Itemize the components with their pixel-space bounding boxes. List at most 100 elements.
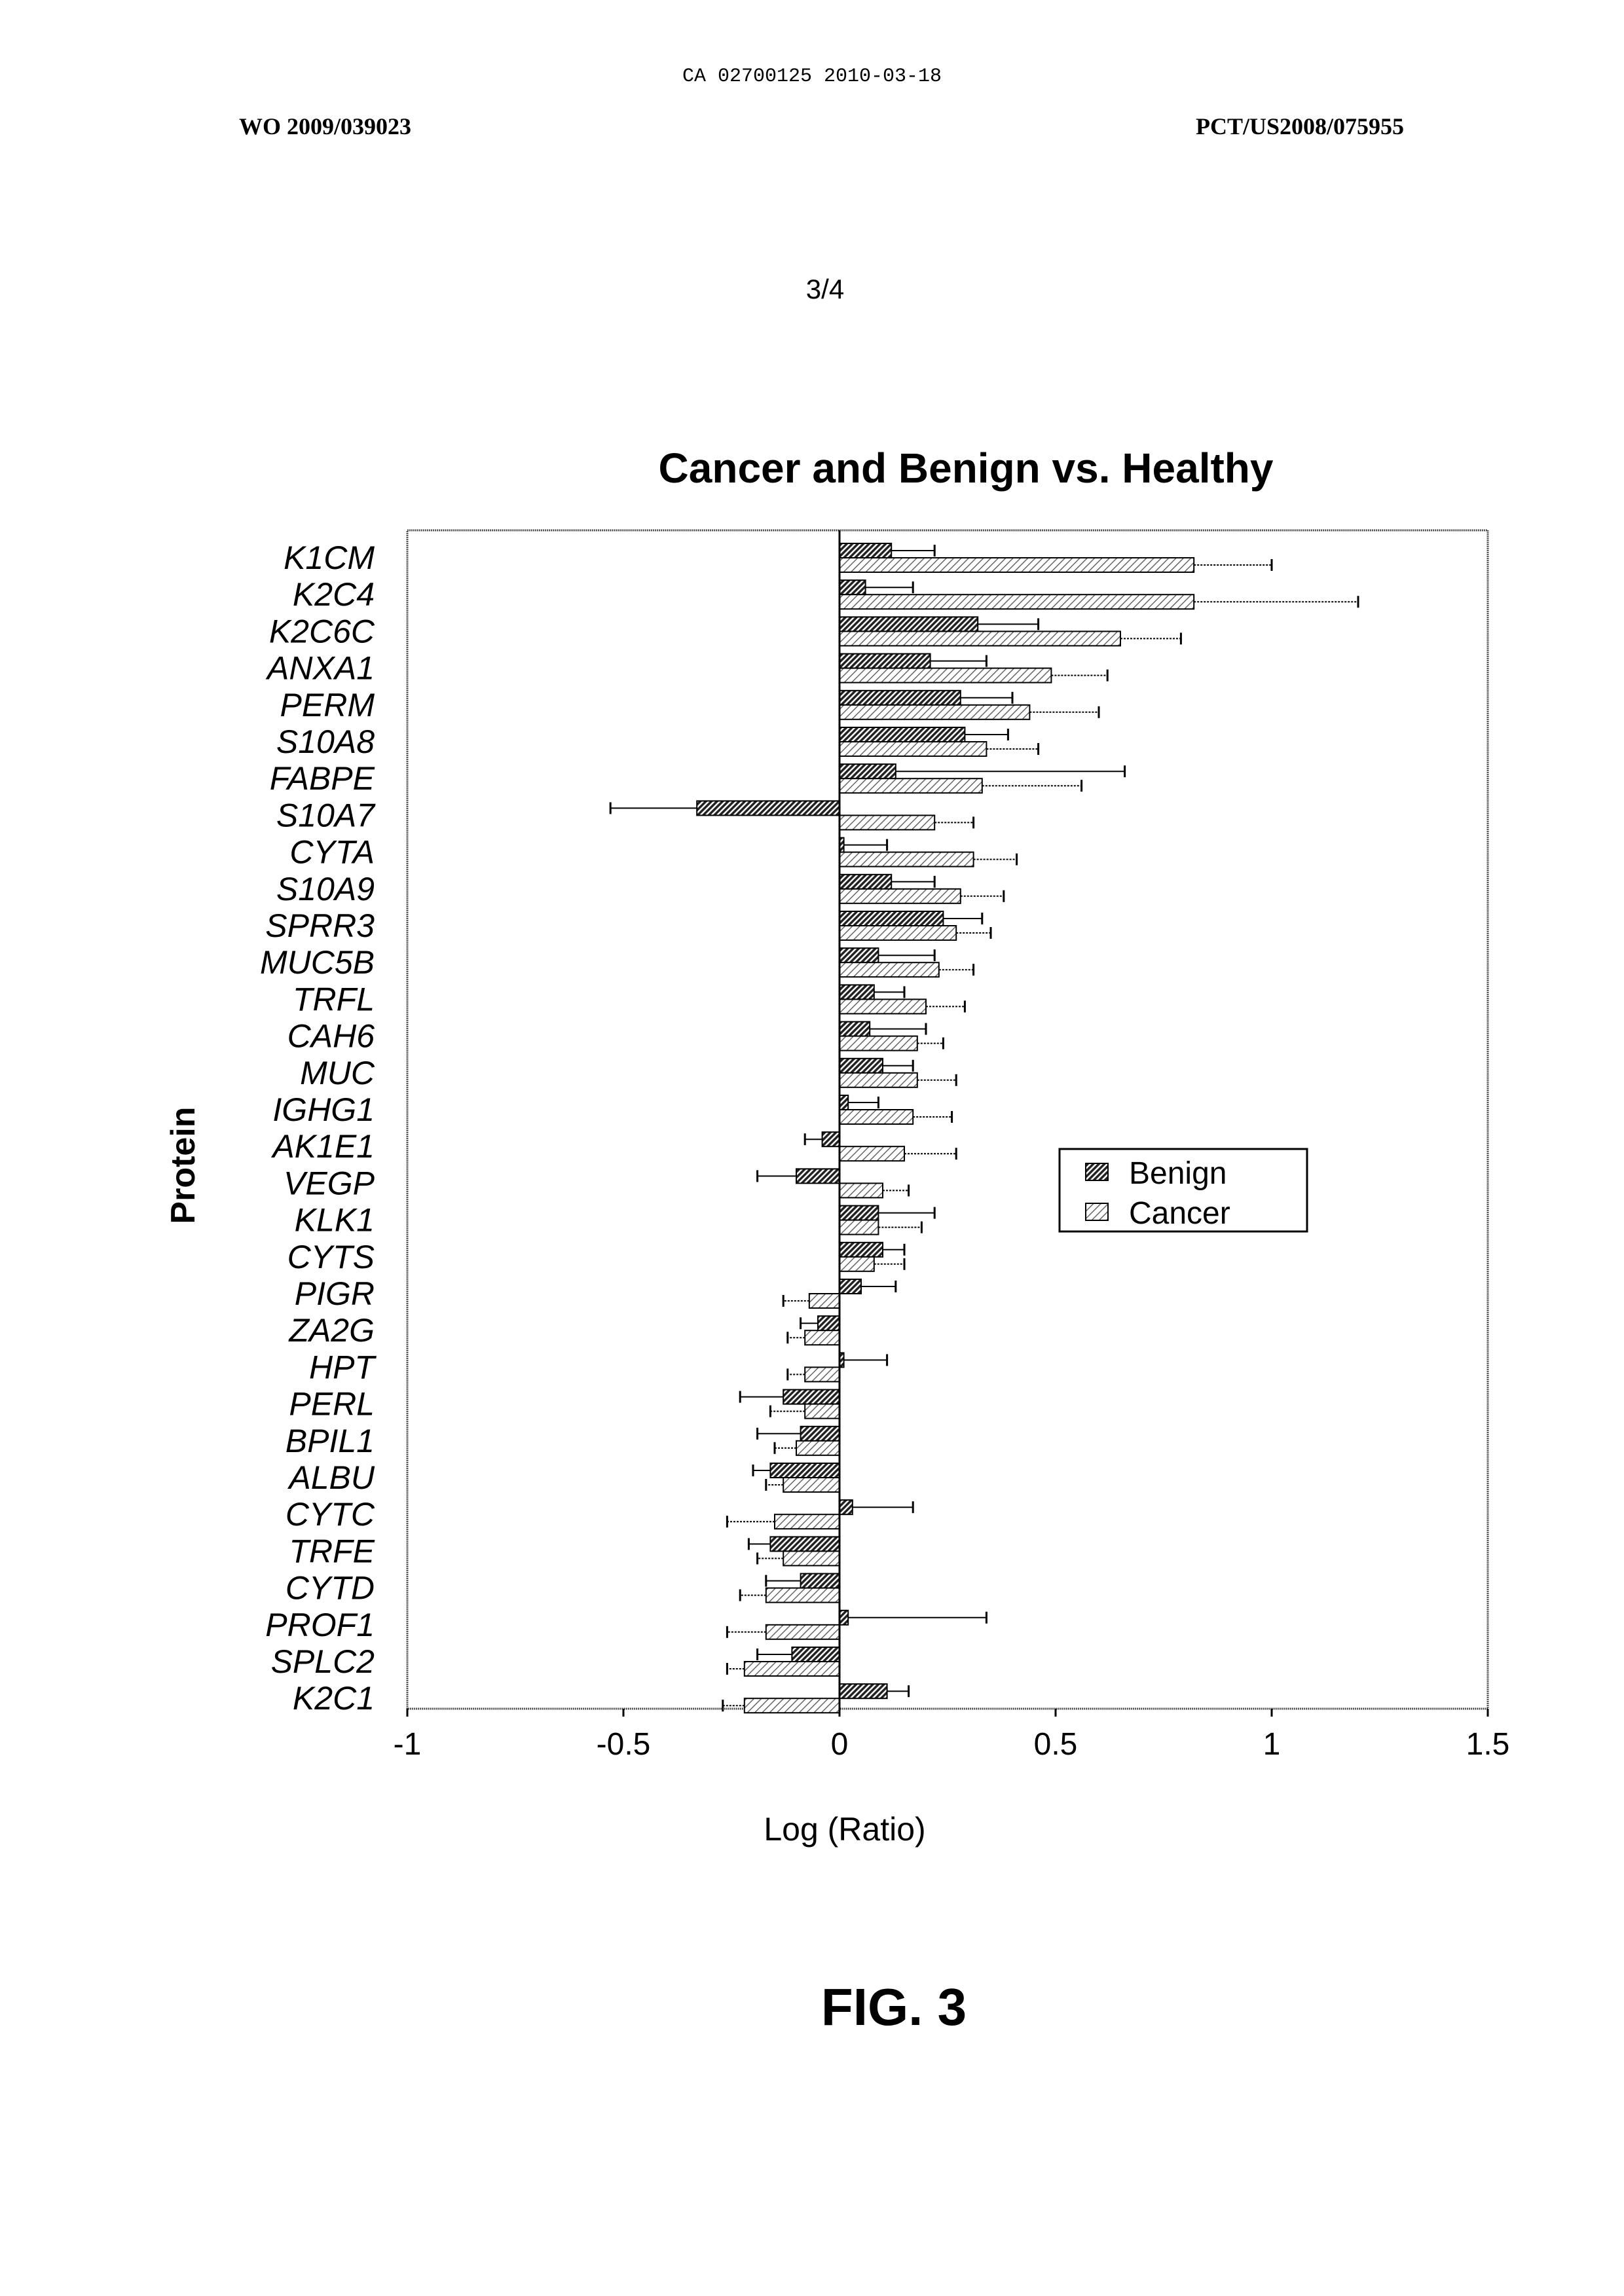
bar-benign (840, 1279, 861, 1294)
bar-cancer (840, 1257, 874, 1271)
x-tick-label: -0.5 (597, 1727, 651, 1762)
category-label: AK1E1 (270, 1128, 375, 1165)
category-label: IGHG1 (272, 1091, 375, 1128)
category-label: S10A7 (276, 797, 376, 833)
bar-benign (840, 1022, 870, 1036)
category-label: VEGP (284, 1165, 375, 1201)
bar-benign (840, 654, 931, 668)
bar-benign (801, 1427, 840, 1441)
bar-benign (840, 1206, 878, 1220)
bar-cancer (840, 1220, 878, 1235)
bar-benign (840, 617, 978, 631)
bar-benign (840, 985, 874, 999)
bar-cancer (840, 558, 1194, 572)
category-label: SPRR3 (265, 907, 375, 944)
category-label: K2C1 (293, 1680, 375, 1717)
bar-benign (783, 1390, 840, 1404)
category-label: S10A8 (276, 723, 375, 760)
bar-benign (840, 875, 891, 889)
bar-cancer (840, 668, 1051, 683)
category-label: PROF1 (265, 1607, 375, 1643)
bar-cancer (840, 594, 1194, 609)
bar-cancer (805, 1404, 840, 1419)
legend-label-cancer: Cancer (1129, 1196, 1230, 1231)
category-label: CAH6 (287, 1018, 375, 1055)
x-tick-label: 0 (831, 1727, 849, 1762)
bar-benign (840, 543, 891, 558)
bar-benign (840, 1243, 883, 1257)
chart-legend: Benign Cancer (1060, 1149, 1307, 1231)
category-label: K2C4 (293, 576, 375, 613)
bar-benign (818, 1316, 840, 1330)
category-label: ZA2G (288, 1312, 375, 1349)
category-label: BPIL1 (286, 1423, 375, 1459)
bar-cancer (796, 1441, 840, 1455)
bar-benign (697, 801, 840, 815)
bar-benign (840, 1500, 853, 1514)
x-tick-label: 1.5 (1466, 1727, 1510, 1762)
bar-cancer (745, 1662, 840, 1676)
category-label: SPLC2 (271, 1643, 375, 1680)
bar-benign (840, 911, 943, 926)
bar-cancer (840, 1183, 883, 1197)
category-label: FABPE (270, 760, 375, 797)
bar-cancer (783, 1551, 840, 1565)
category-label: ANXA1 (265, 650, 375, 687)
bar-cancer (783, 1478, 840, 1492)
category-label: PERL (289, 1386, 375, 1423)
category-label: PERM (280, 687, 375, 723)
bar-cancer (840, 889, 961, 903)
bar-cancer (840, 962, 939, 977)
bar-cancer (766, 1588, 840, 1603)
category-label: CYTA (289, 834, 375, 871)
bar-cancer (840, 631, 1120, 646)
bar-benign (840, 1095, 848, 1110)
bar-cancer (840, 815, 934, 829)
bar-cancer (766, 1625, 840, 1639)
x-tick-label: 0.5 (1034, 1727, 1078, 1762)
bar-benign (796, 1169, 840, 1183)
category-label: MUC5B (260, 944, 375, 981)
category-label: PIGR (295, 1275, 375, 1312)
bar-benign (770, 1537, 840, 1551)
bar-benign (840, 727, 965, 742)
legend-swatch-cancer (1086, 1203, 1108, 1220)
bar-cancer (840, 999, 926, 1013)
bar-cancer (809, 1294, 840, 1308)
bar-benign (840, 1684, 887, 1698)
bar-benign (840, 948, 878, 962)
category-label: K1CM (284, 539, 375, 576)
bar-cancer (840, 1146, 904, 1161)
bar-cancer (745, 1698, 840, 1713)
bar-benign (770, 1463, 840, 1478)
bar-cancer (805, 1330, 840, 1345)
bar-cancer (840, 1036, 917, 1051)
bar-cancer (840, 852, 974, 867)
category-label: TRFE (289, 1533, 375, 1569)
bar-benign (840, 580, 866, 594)
bar-benign (801, 1574, 840, 1588)
bar-benign (792, 1647, 840, 1662)
category-label: CYTC (286, 1496, 375, 1533)
bar-benign (840, 764, 896, 778)
bar-cancer (840, 705, 1029, 720)
bar-cancer (805, 1367, 840, 1381)
bar-cancer (840, 742, 986, 756)
category-label: ALBU (287, 1459, 375, 1496)
category-label: MUC (300, 1055, 375, 1091)
bar-cancer (775, 1514, 840, 1529)
category-label: KLK1 (295, 1202, 375, 1239)
category-label: CYTS (287, 1239, 375, 1275)
bar-cancer (840, 1110, 913, 1124)
category-label: HPT (309, 1349, 377, 1385)
bar-cancer (840, 778, 982, 793)
x-tick-label: -1 (394, 1727, 422, 1762)
bar-benign (840, 1059, 883, 1073)
bar-cancer (840, 1073, 917, 1087)
bar-benign (840, 691, 961, 705)
bar-cancer (840, 926, 956, 940)
bar-benign (822, 1132, 840, 1146)
category-label: TRFL (293, 981, 375, 1017)
category-label: S10A9 (276, 871, 375, 907)
legend-swatch-benign (1086, 1163, 1108, 1180)
